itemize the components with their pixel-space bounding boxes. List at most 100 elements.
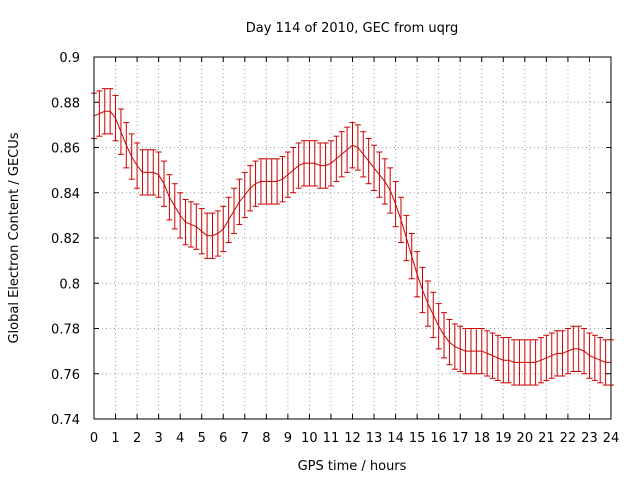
error-bar: [473, 328, 480, 375]
error-bar: [586, 332, 593, 379]
x-tick-label: 21: [538, 431, 555, 446]
x-tick-label: 0: [90, 431, 98, 446]
error-bar: [284, 151, 291, 198]
error-bar: [430, 291, 437, 339]
error-bar: [532, 339, 539, 386]
error-bar: [591, 334, 598, 382]
error-bar: [139, 149, 146, 196]
y-axis-label: Global Electron Content / GECUs: [7, 132, 22, 343]
x-tick-label: 13: [366, 431, 383, 446]
error-bar: [177, 192, 184, 239]
error-bar: [554, 330, 561, 377]
error-bar: [602, 339, 609, 386]
x-tick-label: 11: [323, 431, 340, 446]
error-bar: [581, 328, 588, 375]
error-bar: [161, 160, 168, 207]
x-axis-tick-labels: 0 1 2 3 4 5 6 7 8 9 10 11 12 13 14 15 16 17 18 19 20 21 22 23 24: [90, 431, 619, 446]
error-bar: [467, 328, 474, 375]
error-bar: [435, 303, 442, 350]
error-bar: [128, 133, 135, 180]
error-bar: [338, 131, 345, 178]
error-bar: [209, 212, 216, 259]
error-bar: [96, 90, 103, 137]
y-axis-tick-labels: 0.74 0.76 0.78 0.8 0.82 0.84 0.86 0.88 0.9: [51, 51, 80, 428]
error-bar: [204, 212, 211, 259]
error-bar: [327, 140, 334, 187]
chart-title: Day 114 of 2010, GEC from uqrg: [246, 21, 459, 36]
error-bar: [214, 210, 221, 257]
x-tick-label: 6: [219, 431, 227, 446]
error-bar: [182, 199, 189, 246]
error-bar: [263, 158, 270, 205]
error-bar: [198, 208, 205, 255]
y-tick-label: 0.78: [51, 323, 80, 338]
error-bar: [462, 328, 469, 375]
error-bar: [193, 203, 200, 250]
error-bar: [150, 149, 157, 196]
error-bar: [268, 158, 275, 205]
error-bar: [478, 328, 485, 375]
error-bar: [392, 180, 399, 228]
error-bar: [570, 325, 577, 372]
error-bar: [144, 149, 151, 196]
error-bar: [107, 88, 114, 135]
error-bar: [371, 144, 378, 191]
error-bar: [408, 232, 415, 280]
error-bar: [575, 325, 582, 372]
error-bar: [247, 165, 254, 212]
x-tick-label: 23: [581, 431, 598, 446]
series-0: [91, 88, 614, 386]
x-tick-label: 4: [176, 431, 184, 446]
error-bar: [252, 160, 259, 207]
error-bar: [225, 196, 232, 244]
error-bar: [597, 337, 604, 384]
error-bar: [317, 142, 324, 189]
y-tick-label: 0.88: [51, 96, 80, 111]
x-tick-label: 3: [154, 431, 162, 446]
error-bar: [333, 135, 340, 182]
x-tick-label: 16: [430, 431, 447, 446]
error-bar: [257, 158, 264, 205]
error-bar: [306, 140, 313, 187]
y-tick-label: 0.74: [51, 413, 80, 428]
x-tick-label: 14: [387, 431, 404, 446]
x-tick-label: 7: [241, 431, 249, 446]
error-bar: [494, 334, 501, 382]
error-bar: [344, 126, 351, 173]
error-bar: [414, 251, 421, 298]
error-bar: [322, 142, 329, 189]
error-bar: [451, 323, 458, 370]
error-bar: [360, 131, 367, 178]
error-bar: [521, 339, 528, 386]
error-bar: [117, 108, 124, 155]
y-tick-label: 0.76: [51, 368, 80, 383]
x-tick-label: 18: [473, 431, 490, 446]
error-bar: [446, 318, 453, 366]
error-bar: [403, 214, 410, 262]
error-bar: [279, 156, 286, 203]
error-bar: [505, 337, 512, 384]
error-bar: [112, 94, 119, 142]
error-bar: [397, 196, 404, 244]
error-bar: [511, 339, 518, 386]
error-bar: [419, 266, 426, 314]
error-bar: [171, 183, 178, 230]
grid: [93, 56, 612, 420]
error-bar: [155, 151, 162, 198]
y-tick-label: 0.84: [51, 187, 80, 202]
error-bar: [295, 142, 302, 189]
error-bar: [387, 167, 394, 214]
x-tick-label: 24: [603, 431, 620, 446]
x-tick-label: 8: [262, 431, 270, 446]
error-bar: [123, 122, 130, 169]
error-bar: [365, 137, 372, 185]
y-tick-label: 0.86: [51, 142, 80, 157]
error-bar: [134, 142, 141, 189]
x-tick-label: 22: [560, 431, 577, 446]
error-bar: [527, 339, 534, 386]
error-bar: [220, 205, 227, 253]
error-bar: [559, 330, 566, 377]
x-tick-label: 20: [517, 431, 534, 446]
x-tick-label: 19: [495, 431, 512, 446]
